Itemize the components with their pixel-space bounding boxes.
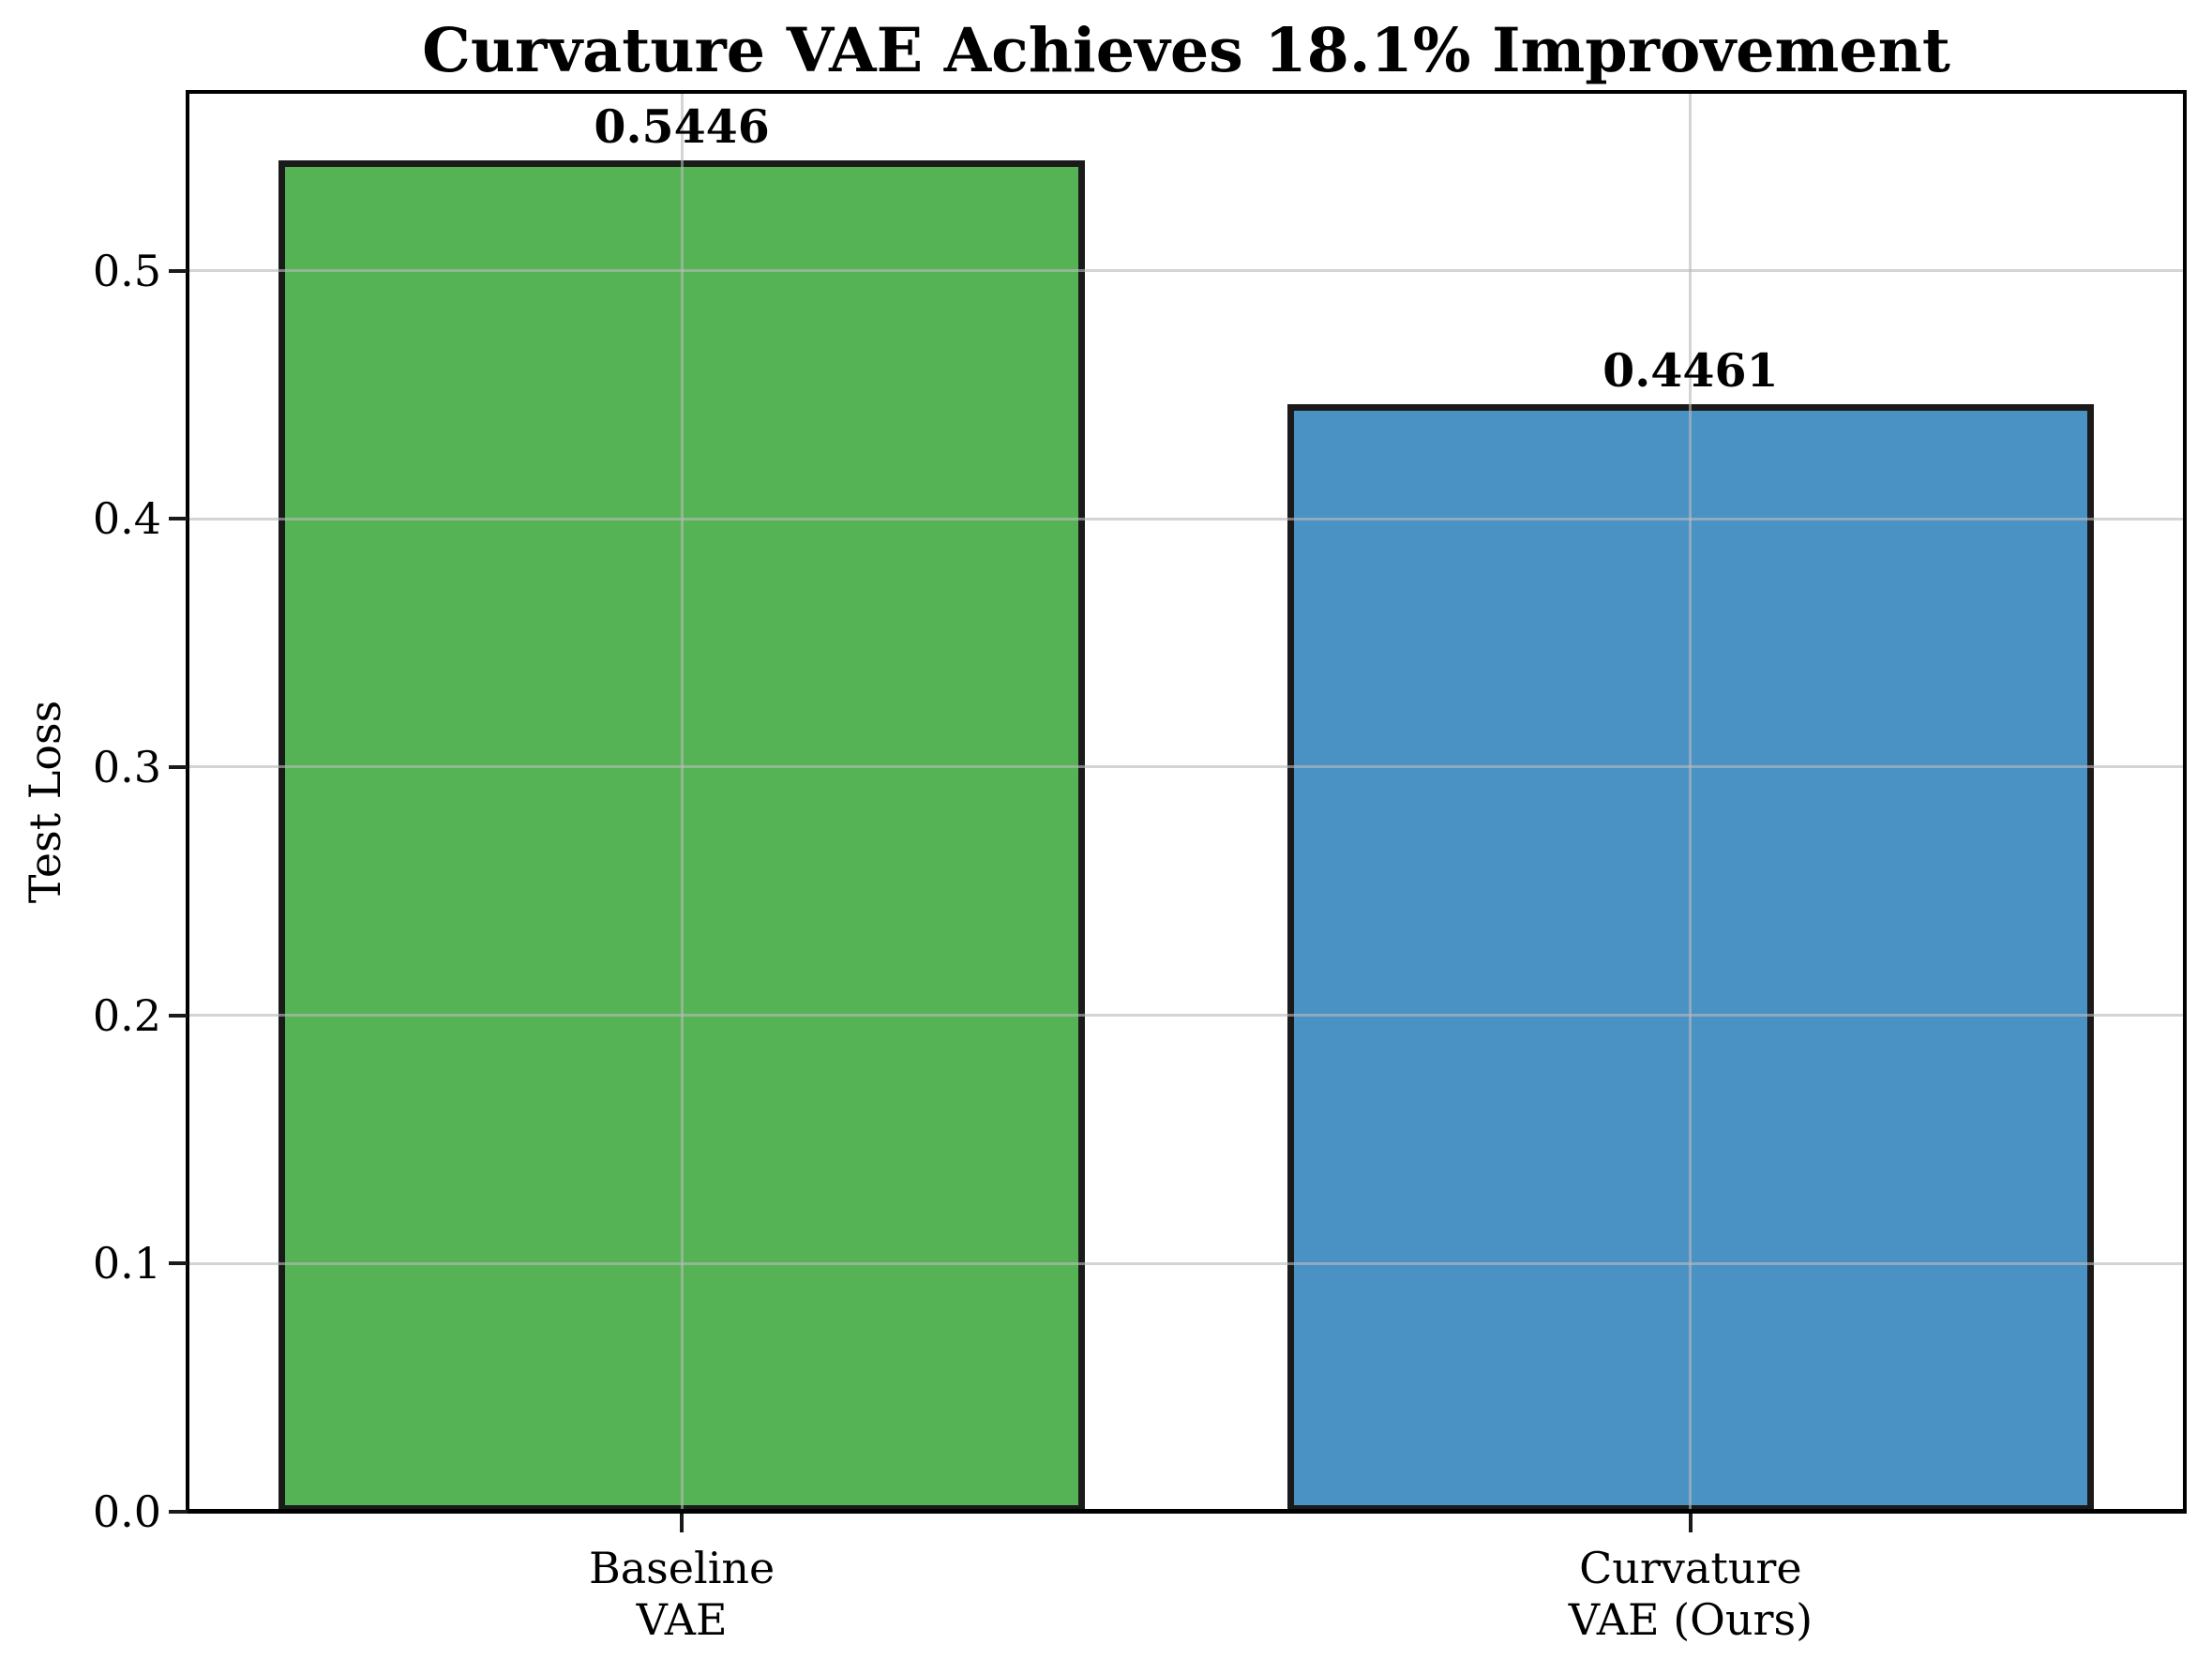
h-gridline xyxy=(188,1014,2185,1018)
y-tick-label: 0.3 xyxy=(92,741,161,792)
x-tick-label: Curvature VAE (Ours) xyxy=(1391,1543,1991,1646)
right-spine xyxy=(2183,90,2187,1514)
y-tick-mark xyxy=(169,1510,188,1514)
y-tick-mark xyxy=(169,764,188,769)
y-tick-label: 0.1 xyxy=(92,1238,161,1289)
y-axis-label: Test Loss xyxy=(20,700,70,904)
left-spine xyxy=(186,90,189,1514)
chart-title: Curvature VAE Achieves 18.1% Improvement xyxy=(422,15,1950,86)
x-tick-label-line: Baseline xyxy=(588,1543,775,1593)
y-tick-mark xyxy=(169,1261,188,1266)
y-tick-mark xyxy=(169,268,188,273)
y-tick-label: 0.0 xyxy=(92,1486,161,1537)
bottom-spine xyxy=(186,1509,2187,1514)
plot-area: 0.5446 0.4461 xyxy=(188,92,2185,1512)
x-tick-mark xyxy=(1688,1514,1693,1532)
y-tick-label: 0.2 xyxy=(92,989,161,1041)
x-tick-label: Baseline VAE xyxy=(382,1543,982,1646)
y-tick-label: 0.5 xyxy=(92,245,161,296)
h-gridline xyxy=(188,765,2185,769)
y-tick-mark xyxy=(169,1013,188,1018)
bar-value-label-0: 0.5446 xyxy=(594,98,770,154)
y-tick-mark xyxy=(169,517,188,521)
v-gridline xyxy=(680,92,684,1512)
x-tick-label-line: Curvature xyxy=(1579,1543,1802,1593)
x-tick-mark xyxy=(680,1514,685,1532)
top-spine xyxy=(186,90,2187,94)
h-gridline xyxy=(188,517,2185,520)
x-tick-label-line: VAE xyxy=(636,1594,728,1645)
bar-value-label-1: 0.4461 xyxy=(1603,343,1779,399)
v-gridline xyxy=(1689,92,1693,1512)
y-tick-label: 0.4 xyxy=(92,493,161,545)
x-tick-label-line: VAE (Ours) xyxy=(1568,1594,1813,1645)
h-gridline xyxy=(188,269,2185,273)
h-gridline xyxy=(188,1261,2185,1265)
